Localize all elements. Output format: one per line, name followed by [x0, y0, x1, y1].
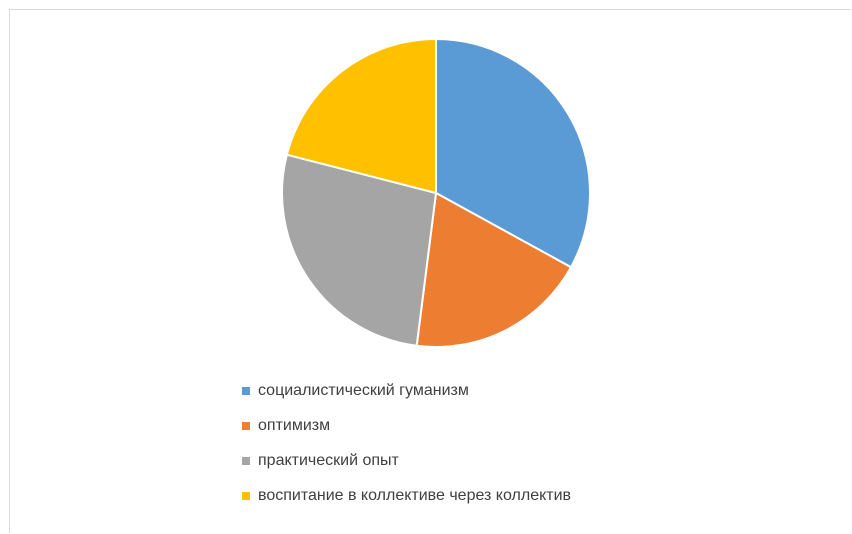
- pie-slice-socialist-humanism: [435, 37, 591, 269]
- legend-label: оптимизм: [258, 417, 331, 434]
- pie-slice-practical-experience: [281, 153, 438, 347]
- legend-swatch: [242, 422, 250, 430]
- pie-slices: [281, 37, 591, 348]
- legend-item-practical-experience: практический опыт: [242, 450, 742, 472]
- legend-item-optimism: оптимизм: [242, 415, 742, 437]
- legend-swatch: [242, 492, 250, 500]
- legend-swatch: [242, 457, 250, 465]
- legend-swatch: [242, 387, 250, 395]
- legend-item-collective-education: воспитание в коллективе через коллектив: [242, 485, 742, 507]
- pie-slice-optimism: [415, 191, 573, 348]
- chart-legend: социалистический гуманизм оптимизм практ…: [242, 380, 742, 520]
- legend-label: воспитание в коллективе через коллектив: [258, 487, 572, 504]
- pie-slice-collective-education: [285, 37, 437, 195]
- legend-item-socialist-humanism: социалистический гуманизм: [242, 380, 742, 402]
- legend-label: социалистический гуманизм: [258, 382, 469, 399]
- legend-label: практический опыт: [258, 452, 399, 469]
